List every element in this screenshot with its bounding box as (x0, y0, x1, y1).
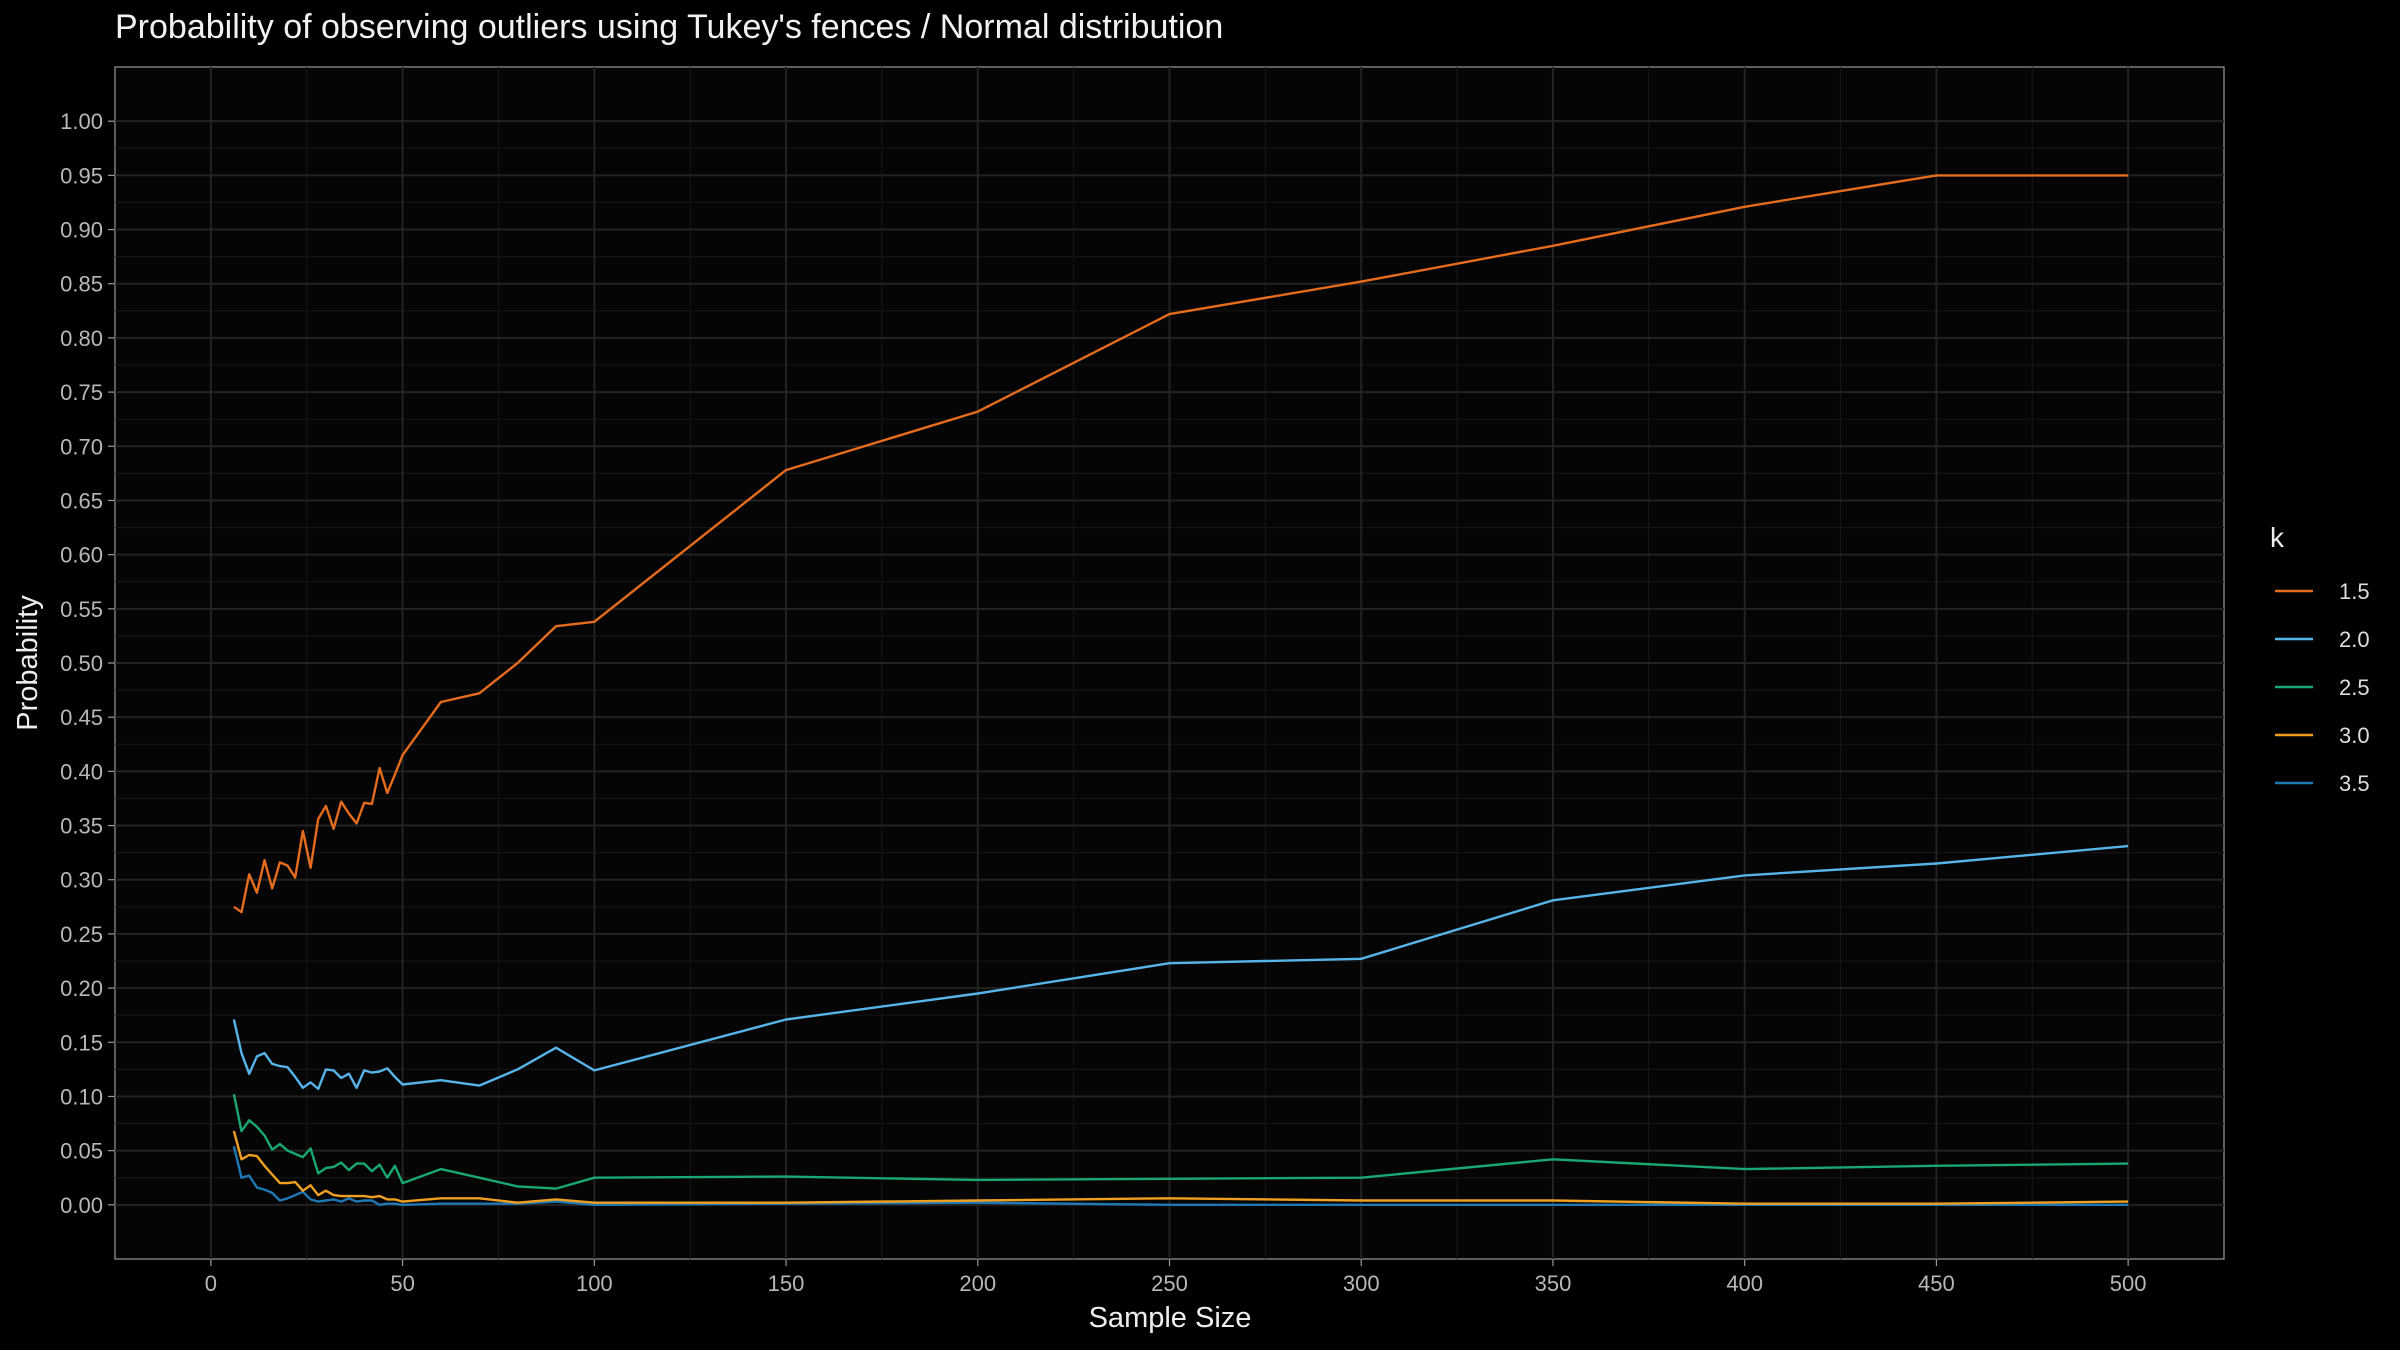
legend-title: k (2270, 522, 2285, 553)
y-tick-label: 0.25 (60, 922, 103, 947)
x-tick-label: 300 (1343, 1271, 1380, 1296)
y-tick-label: 0.00 (60, 1193, 103, 1218)
y-tick-label: 0.75 (60, 380, 103, 405)
series-lines (232, 174, 2129, 1206)
x-tick-label: 150 (768, 1271, 805, 1296)
legend-label-k-2-5: 2.5 (2339, 675, 2370, 700)
y-axis-title: Probability (12, 595, 44, 731)
y-tick-label: 0.60 (60, 543, 103, 568)
x-tick-label: 0 (205, 1271, 217, 1296)
y-tick-label: 0.20 (60, 976, 103, 1001)
series-line-k-3-5 (232, 1146, 2129, 1206)
y-tick-label: 0.65 (60, 488, 103, 513)
x-tick-label: 350 (1535, 1271, 1572, 1296)
y-tick-label: 1.00 (60, 109, 103, 134)
legend: k 1.5 2.0 2.5 3.0 3.5 (2270, 522, 2370, 796)
x-tick-label: 250 (1151, 1271, 1188, 1296)
y-tick-label: 0.10 (60, 1084, 103, 1109)
x-tick-label: 50 (390, 1271, 414, 1296)
series-line-k-3-0 (232, 1130, 2129, 1205)
legend-label-k-3-5: 3.5 (2339, 771, 2370, 796)
y-tick-label: 0.55 (60, 597, 103, 622)
x-axis-title: Sample Size (1089, 1302, 1252, 1334)
legend-label-k-2-0: 2.0 (2339, 627, 2370, 652)
y-tick-label: 0.05 (60, 1139, 103, 1164)
x-tick-label: 500 (2110, 1271, 2147, 1296)
legend-label-k-3-0: 3.0 (2339, 723, 2370, 748)
y-tick-label: 0.95 (60, 163, 103, 188)
y-tick-label: 0.70 (60, 434, 103, 459)
chart-title: Probability of observing outliers using … (115, 8, 1224, 46)
y-tick-label: 0.35 (60, 814, 103, 839)
series-line-k-2-0 (232, 844, 2129, 1091)
x-tick-label: 200 (959, 1271, 996, 1296)
x-tick-label: 400 (1726, 1271, 1763, 1296)
y-tick-label: 0.50 (60, 651, 103, 676)
x-axis-ticks: 0 50 100 150 200 250 300 350 400 450 500 (205, 1259, 2147, 1296)
legend-label-k-1-5: 1.5 (2339, 579, 2370, 604)
series-line-k-1-5 (233, 174, 2129, 914)
series-line-k-2-5 (232, 1094, 2129, 1190)
y-tick-label: 0.90 (60, 218, 103, 243)
major-gridlines (115, 67, 2224, 1259)
y-tick-label: 0.40 (60, 759, 103, 784)
y-tick-label: 0.80 (60, 326, 103, 351)
y-tick-label: 0.15 (60, 1030, 103, 1055)
y-tick-label: 0.45 (60, 705, 103, 730)
y-tick-label: 0.85 (60, 272, 103, 297)
x-tick-label: 100 (576, 1271, 613, 1296)
x-tick-label: 450 (1918, 1271, 1955, 1296)
y-tick-label: 0.30 (60, 868, 103, 893)
y-axis-ticks: 0.00 0.05 0.10 0.15 0.20 0.25 0.30 0.35 0.40 0.45… (60, 109, 115, 1218)
